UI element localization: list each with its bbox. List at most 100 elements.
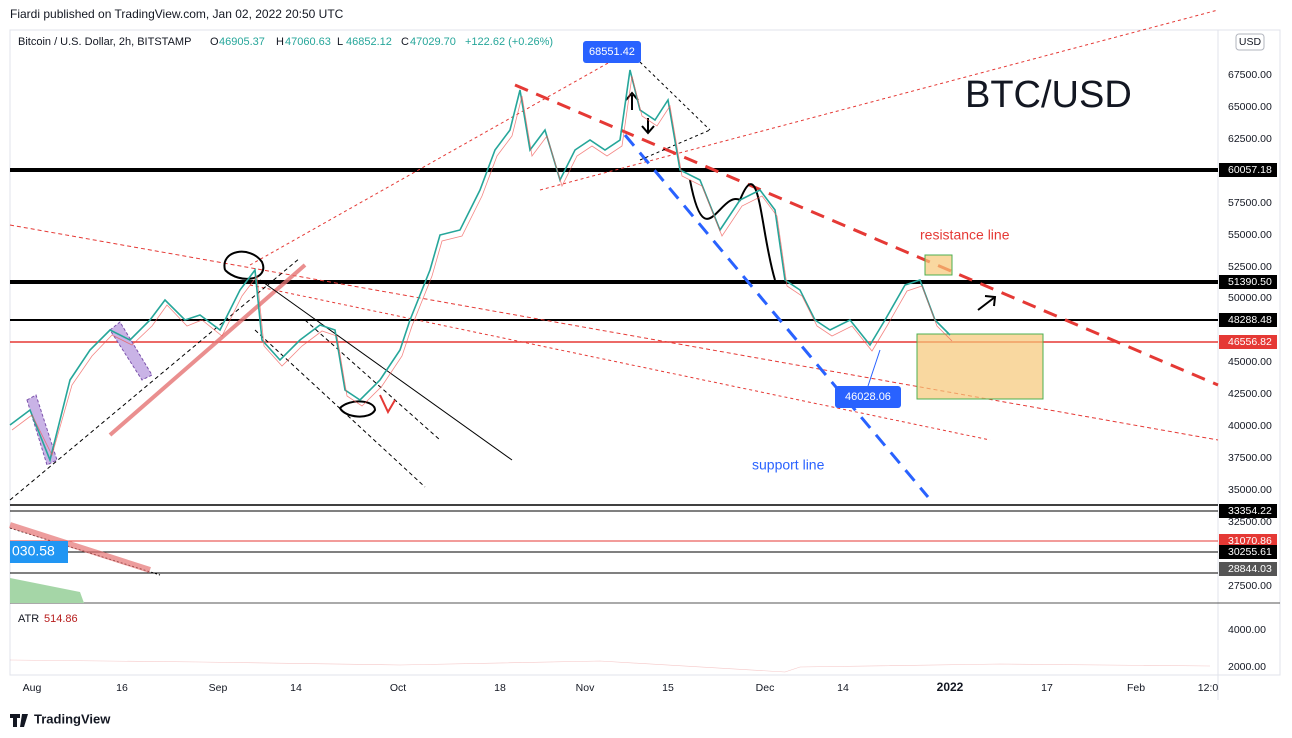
time-label: 16	[116, 682, 128, 694]
price-label: 52500.00	[1228, 261, 1272, 273]
arrow-mark	[379, 394, 396, 415]
time-axis: Aug 16 Sep 14 Oct 18 Nov 15 Dec 14 2022 17 Feb 12:0	[23, 680, 1219, 694]
price-label: 35000.00	[1228, 484, 1272, 496]
price-label: 45000.00	[1228, 356, 1272, 368]
price-tag: 28844.03	[1228, 563, 1272, 575]
price-label: 37500.00	[1228, 452, 1272, 464]
price-tag: 31070.86	[1228, 535, 1272, 547]
trend-line	[249, 284, 991, 441]
price-tag-box	[1219, 335, 1277, 349]
left-tag-box	[10, 541, 68, 563]
price-label: 42500.00	[1228, 388, 1272, 400]
time-label: 15	[662, 682, 674, 694]
change: +122.62 (+0.26%)	[465, 36, 553, 48]
atr-value: 514.86	[44, 613, 78, 625]
price-path-shadow	[11, 75, 953, 457]
circle-mark	[339, 400, 377, 418]
high-label: 68551.42	[589, 46, 635, 58]
price-label: 32500.00	[1228, 516, 1272, 528]
arrow-mark	[625, 91, 655, 135]
time-label: Sep	[209, 682, 228, 694]
circle-mark	[223, 250, 265, 280]
price-label: 67500.00	[1228, 69, 1272, 81]
ohlc-value: 47029.70	[410, 36, 456, 48]
channel-line	[639, 61, 711, 131]
atr-name: ATR	[18, 613, 39, 625]
price-tag: 30255.61	[1228, 546, 1272, 558]
title-annotation: BTC/USD	[965, 74, 1132, 116]
bubble-pointer	[629, 51, 633, 61]
time-label: 14	[837, 682, 849, 694]
price-label: 55000.00	[1228, 229, 1272, 241]
footer-brand: TradingView	[34, 711, 111, 726]
channel-line	[539, 9, 1219, 191]
price-tag-box	[1219, 504, 1277, 518]
levels	[10, 168, 1218, 574]
channel-line	[249, 44, 641, 266]
time-label: Nov	[576, 682, 595, 694]
price-tag-box	[1219, 313, 1277, 327]
target-zone	[924, 254, 953, 276]
time-label: Feb	[1127, 682, 1145, 694]
price-tag: 60057.18	[1228, 164, 1272, 176]
pattern-box	[109, 321, 153, 381]
bubble-pointer	[867, 349, 881, 387]
price-tag-box	[1219, 275, 1277, 289]
time-label: 17	[1041, 682, 1053, 694]
price-tag: 46556.82	[1228, 336, 1272, 348]
logo	[10, 714, 28, 727]
price-tag-box	[1219, 562, 1277, 576]
price-axis: 67500.00 65000.00 62500.00 57500.00 55000.00…	[1228, 69, 1272, 592]
channel-line	[304, 319, 441, 441]
pattern-box	[26, 394, 58, 466]
price-tag: 51390.50	[1228, 276, 1272, 288]
time-label: 18	[494, 682, 506, 694]
atr-axis-label: 2000.00	[1228, 661, 1266, 673]
atr-axis-label: 4000.00	[1228, 624, 1266, 636]
price-tag-box	[1219, 545, 1277, 559]
time-label: 12:0	[1198, 682, 1219, 694]
resistance-label: resistance line	[920, 227, 1010, 243]
left-tag: 030.58	[12, 543, 55, 559]
ohlc-value: 46905.37	[219, 36, 265, 48]
price-tag: 48288.48	[1228, 314, 1272, 326]
time-label: Aug	[23, 682, 42, 694]
price-label: 40000.00	[1228, 420, 1272, 432]
drawings	[9, 9, 1219, 603]
support-line	[623, 134, 930, 498]
price-label: 27500.00	[1228, 580, 1272, 592]
target-zone	[916, 333, 1044, 400]
price-tag: 33354.22	[1228, 505, 1272, 517]
ohlc-key: C	[401, 36, 409, 48]
time-label: 2022	[937, 680, 964, 694]
price-label: 57500.00	[1228, 197, 1272, 209]
ohlc-key: H	[276, 36, 284, 48]
high-bubble	[583, 41, 641, 63]
price-label: 50000.00	[1228, 292, 1272, 304]
currency[interactable]: USD	[1239, 36, 1262, 48]
published-text: Fiardi published on TradingView.com, Jan…	[10, 7, 344, 21]
arrow-mark	[977, 295, 997, 311]
price-tag-box	[1219, 163, 1277, 177]
resistance-line	[514, 83, 1219, 387]
low-bubble	[835, 386, 901, 408]
ohlc: O 46905.37 H 47060.63 L 46852.12 C 47029.70	[210, 36, 456, 48]
symbol: Bitcoin / U.S. Dollar, 2h, BITSTAMP	[18, 36, 191, 48]
trend-marker	[9, 522, 151, 573]
time-label: Dec	[756, 682, 775, 694]
price-path	[9, 69, 951, 463]
atr-line	[9, 659, 1211, 673]
ohlc-key: O	[210, 36, 219, 48]
price-label: 62500.00	[1228, 133, 1272, 145]
currency-button[interactable]	[1235, 33, 1265, 51]
time-label: 14	[290, 682, 302, 694]
trend-line	[9, 224, 1219, 441]
ohlc-value: 46852.12	[346, 36, 392, 48]
price-label: 65000.00	[1228, 101, 1272, 113]
zone	[10, 578, 84, 603]
price-tags: 60057.18 51390.50 48288.48 46556.82 33354.22…	[1219, 163, 1277, 576]
low-label: 46028.06	[845, 391, 891, 403]
support-label: support line	[752, 457, 825, 473]
